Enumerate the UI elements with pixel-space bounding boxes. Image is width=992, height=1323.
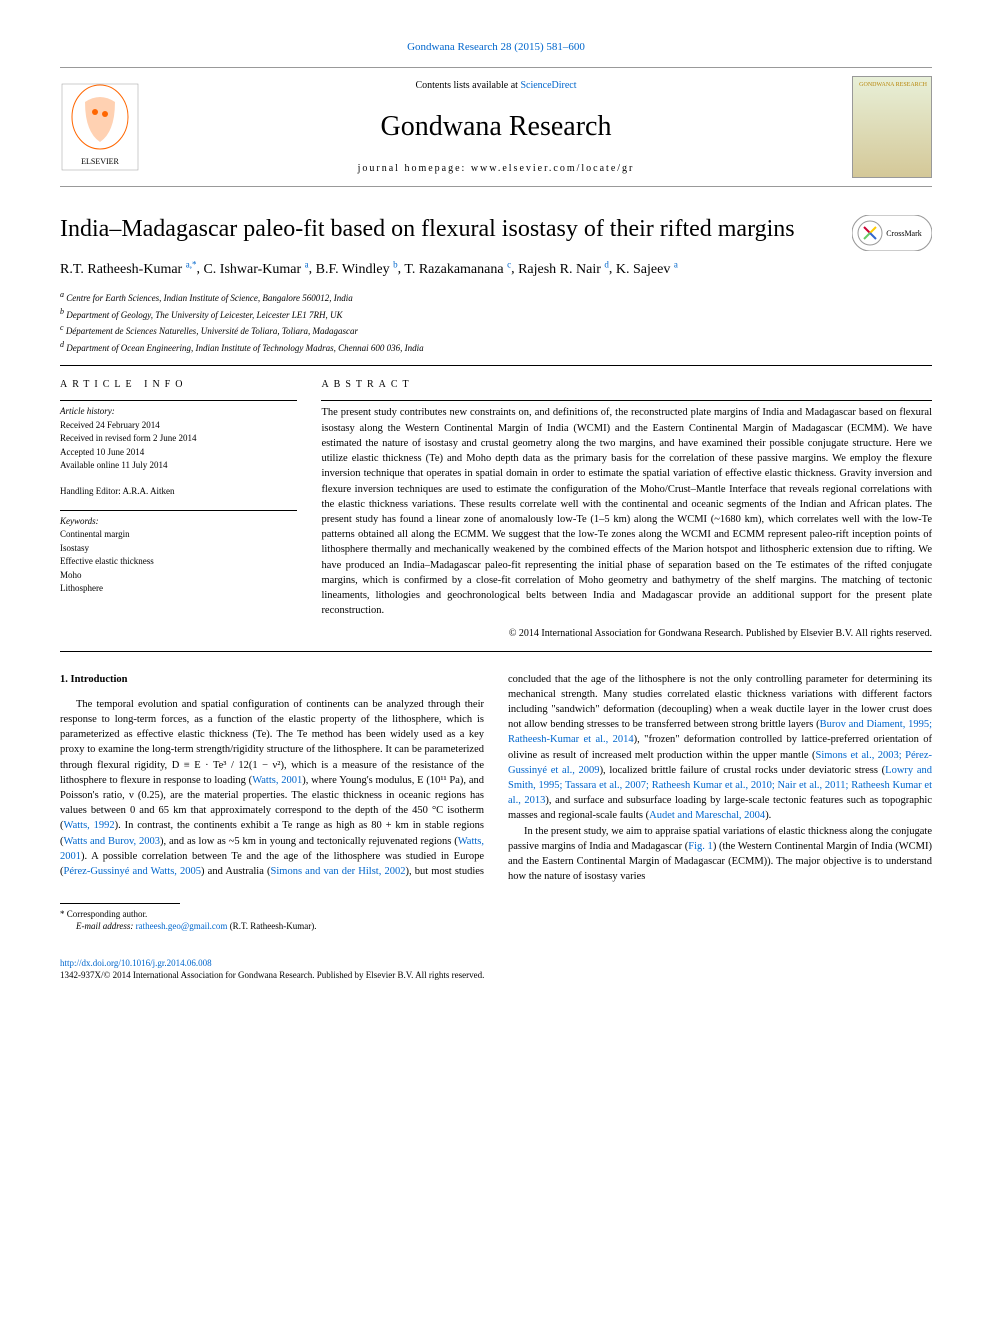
journal-reference: Gondwana Research 28 (2015) 581–600 — [60, 40, 932, 55]
keywords-label: Keywords: — [60, 515, 297, 529]
svg-text:CrossMark: CrossMark — [886, 229, 922, 238]
contents-prefix: Contents lists available at — [415, 80, 520, 91]
abstract-copyright: © 2014 International Association for Gon… — [321, 627, 932, 641]
figure-link[interactable]: Fig. 1 — [688, 841, 713, 852]
author: B.F. Windley b — [316, 262, 398, 277]
history-item: Available online 11 July 2014 — [60, 459, 297, 473]
affiliation: b Department of Geology, The University … — [60, 306, 932, 323]
citation-link[interactable]: Audet and Mareschal, 2004 — [649, 810, 765, 821]
crossmark-badge[interactable]: CrossMark — [852, 215, 932, 251]
citation-link[interactable]: Watts, 1992 — [64, 820, 115, 831]
abstract-text: The present study contributes new constr… — [321, 405, 932, 618]
keywords-block: Keywords: Continental margin Isostasy Ef… — [60, 515, 297, 596]
divider — [60, 365, 932, 366]
author: Rajesh R. Nair d — [518, 262, 609, 277]
article-history: Article history: Received 24 February 20… — [60, 405, 297, 473]
info-abstract-row: ARTICLE INFO Article history: Received 2… — [60, 378, 932, 640]
corresponding-label: Corresponding author. — [67, 909, 148, 919]
history-item: Received 24 February 2014 — [60, 419, 297, 433]
body-two-columns: 1. Introduction The temporal evolution a… — [60, 672, 932, 885]
homepage-prefix: journal homepage: — [358, 163, 471, 174]
affiliation: d Department of Ocean Engineering, India… — [60, 339, 932, 356]
divider — [60, 510, 297, 511]
author: K. Sajeev a — [616, 262, 678, 277]
keyword: Moho — [60, 569, 297, 583]
citation-link[interactable]: Watts, 2001 — [252, 775, 302, 786]
journal-homepage: journal homepage: www.elsevier.com/locat… — [140, 162, 852, 176]
article-info-heading: ARTICLE INFO — [60, 378, 297, 392]
author: R.T. Ratheesh-Kumar a,* — [60, 262, 196, 277]
page-footer: http://dx.doi.org/10.1016/j.gr.2014.06.0… — [60, 957, 932, 982]
article-title-text: India–Madagascar paleo-fit based on flex… — [60, 216, 795, 242]
abstract-column: ABSTRACT The present study contributes n… — [321, 378, 932, 640]
journal-header: ELSEVIER Contents lists available at Sci… — [60, 67, 932, 187]
affiliations: a Centre for Earth Sciences, Indian Inst… — [60, 289, 932, 355]
article-info-column: ARTICLE INFO Article history: Received 2… — [60, 378, 297, 640]
authors-line: R.T. Ratheesh-Kumar a,*, C. Ishwar-Kumar… — [60, 258, 932, 279]
contents-line: Contents lists available at ScienceDirec… — [140, 79, 852, 93]
elsevier-logo: ELSEVIER — [60, 82, 140, 172]
handling-editor: Handling Editor: A.R.A. Aitken — [60, 485, 297, 498]
journal-header-center: Contents lists available at ScienceDirec… — [140, 79, 852, 176]
history-item: Accepted 10 June 2014 — [60, 446, 297, 460]
article-history-label: Article history: — [60, 405, 297, 419]
keyword: Effective elastic thickness — [60, 555, 297, 569]
corresponding-footnote: * Corresponding author. E-mail address: … — [60, 908, 932, 933]
keyword: Continental margin — [60, 528, 297, 542]
keyword: Isostasy — [60, 542, 297, 556]
issn-copyright: 1342-937X/© 2014 International Associati… — [60, 969, 932, 982]
journal-title: Gondwana Research — [140, 107, 852, 146]
divider — [321, 400, 932, 401]
divider — [60, 400, 297, 401]
history-item: Received in revised form 2 June 2014 — [60, 432, 297, 446]
author: C. Ishwar-Kumar a — [203, 262, 308, 277]
body-paragraph: In the present study, we aim to appraise… — [508, 824, 932, 885]
author: T. Razakamanana c — [404, 262, 511, 277]
introduction-section: 1. Introduction The temporal evolution a… — [60, 672, 932, 885]
journal-cover-thumbnail: GONDWANA RESEARCH — [852, 76, 932, 178]
journal-cover-label: GONDWANA RESEARCH — [853, 77, 931, 93]
email-suffix: (R.T. Ratheesh-Kumar). — [230, 921, 317, 931]
citation-link[interactable]: Pérez-Gussinyé and Watts, 2005 — [64, 866, 202, 877]
citation-link[interactable]: Simons and van der Hilst, 2002 — [271, 866, 406, 877]
svg-text:ELSEVIER: ELSEVIER — [81, 157, 119, 166]
homepage-url: www.elsevier.com/locate/gr — [471, 163, 635, 174]
author-email-link[interactable]: ratheesh.geo@gmail.com — [136, 921, 228, 931]
affiliation: a Centre for Earth Sciences, Indian Inst… — [60, 289, 932, 306]
divider — [60, 651, 932, 652]
article-title: India–Madagascar paleo-fit based on flex… — [60, 215, 932, 244]
citation-link[interactable]: Watts and Burov, 2003 — [64, 836, 161, 847]
doi-link[interactable]: http://dx.doi.org/10.1016/j.gr.2014.06.0… — [60, 958, 212, 968]
abstract-heading: ABSTRACT — [321, 378, 932, 392]
sciencedirect-link[interactable]: ScienceDirect — [520, 80, 576, 91]
affiliation: c Département de Sciences Naturelles, Un… — [60, 322, 932, 339]
section-heading: 1. Introduction — [60, 672, 484, 687]
email-label: E-mail address: — [76, 921, 133, 931]
footnote-separator — [60, 903, 180, 904]
keyword: Lithosphere — [60, 582, 297, 596]
